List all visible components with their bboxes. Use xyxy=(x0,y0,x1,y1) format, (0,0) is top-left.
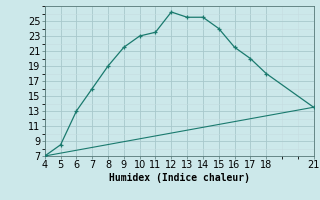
X-axis label: Humidex (Indice chaleur): Humidex (Indice chaleur) xyxy=(109,173,250,183)
